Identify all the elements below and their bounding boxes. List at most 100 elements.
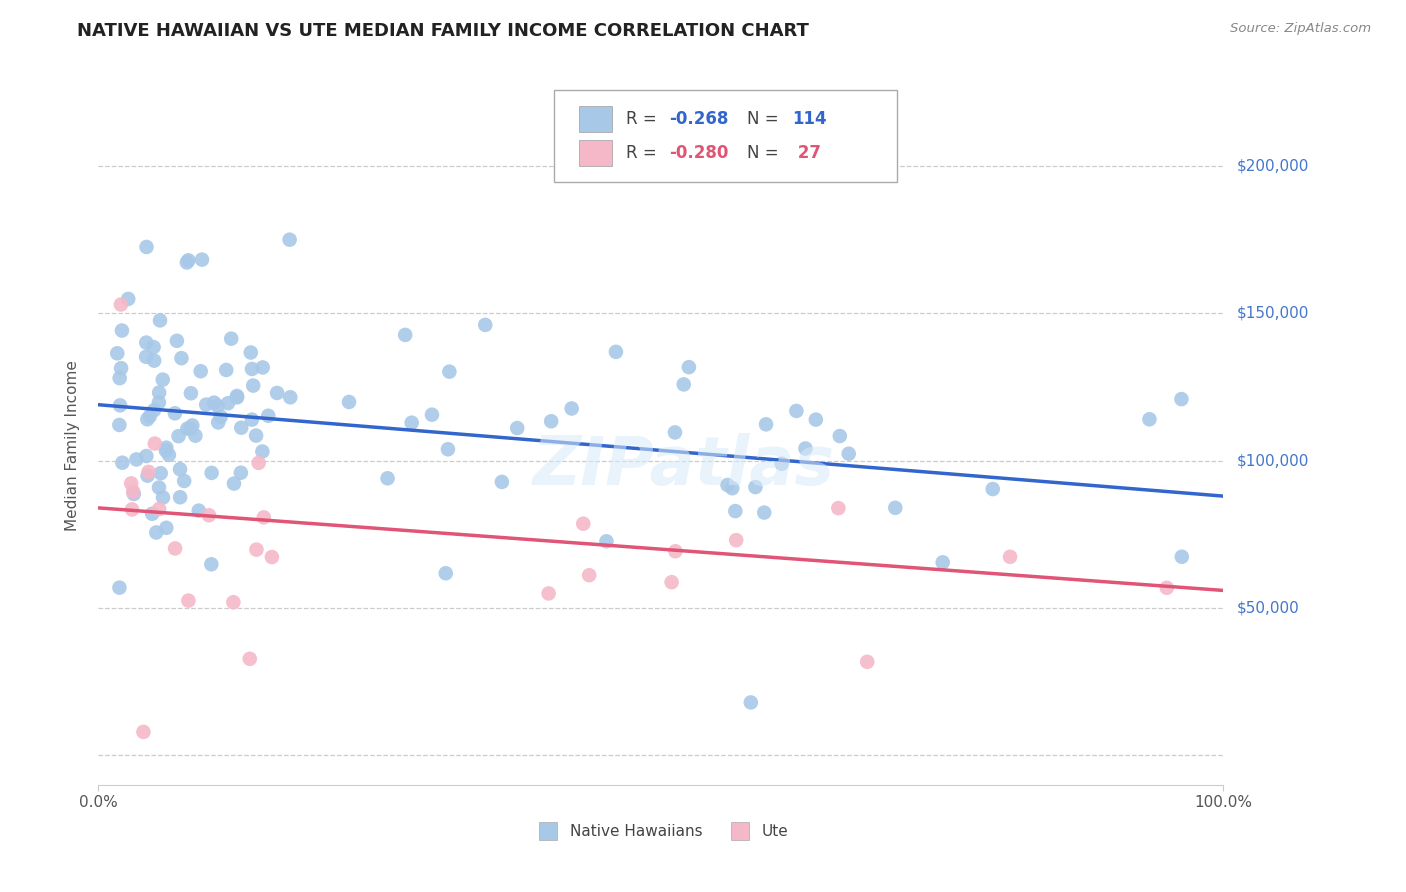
Point (148, 502, 170, 516)
Point (794, 442, 817, 456)
Point (755, 417, 778, 432)
Point (661, 575, 683, 590)
Point (219, 332, 242, 346)
Text: R =: R = (626, 144, 662, 162)
Point (155, 443, 177, 458)
Text: -0.268: -0.268 (669, 110, 728, 128)
Point (664, 425, 686, 440)
Point (173, 474, 195, 488)
Point (439, 365, 461, 379)
Point (1171, 549, 1194, 564)
Text: $150,000: $150,000 (1237, 306, 1309, 321)
Point (226, 390, 249, 404)
Point (770, 457, 793, 471)
Point (135, 449, 157, 463)
Point (177, 253, 200, 268)
FancyBboxPatch shape (554, 90, 897, 182)
Point (278, 233, 301, 247)
Point (145, 525, 167, 540)
Point (176, 255, 198, 269)
Point (143, 436, 166, 450)
Point (149, 313, 172, 327)
Text: $200,000: $200,000 (1237, 159, 1309, 173)
Point (169, 490, 191, 504)
Point (108, 581, 131, 595)
Text: NATIVE HAWAIIAN VS UTE MEDIAN FAMILY INCOME CORRELATION CHART: NATIVE HAWAIIAN VS UTE MEDIAN FAMILY INC… (77, 22, 810, 40)
Point (506, 421, 529, 435)
Point (111, 324, 134, 338)
Point (117, 292, 139, 306)
Point (537, 586, 560, 600)
Point (195, 398, 218, 412)
Point (605, 344, 627, 359)
Point (217, 396, 239, 410)
Point (260, 549, 283, 564)
Point (240, 362, 263, 376)
Point (155, 441, 177, 455)
Point (245, 542, 267, 557)
Point (595, 534, 617, 549)
Point (240, 412, 263, 426)
Text: 27: 27 (793, 144, 821, 162)
Point (838, 447, 860, 461)
Point (169, 462, 191, 476)
Point (108, 398, 131, 412)
Point (209, 409, 232, 424)
Point (121, 502, 143, 516)
Point (252, 360, 274, 375)
Point (721, 481, 744, 495)
Text: -0.280: -0.280 (669, 144, 728, 162)
Point (828, 429, 851, 443)
Point (136, 468, 159, 483)
Point (434, 566, 457, 581)
Text: $50,000: $50,000 (1237, 600, 1299, 615)
Point (143, 353, 166, 368)
Point (180, 422, 202, 436)
Point (149, 466, 172, 480)
Point (884, 500, 907, 515)
Point (148, 395, 170, 409)
Point (998, 549, 1021, 564)
Point (142, 340, 165, 354)
Point (167, 429, 190, 443)
Point (377, 471, 399, 485)
Point (856, 655, 879, 669)
Point (170, 351, 193, 366)
Point (176, 422, 198, 436)
Point (740, 695, 762, 709)
Point (202, 395, 225, 409)
Text: ZIPatlas: ZIPatlas (533, 434, 834, 500)
Point (981, 482, 1004, 496)
Point (191, 252, 214, 267)
Point (540, 414, 562, 428)
Point (229, 466, 252, 480)
Point (105, 346, 128, 360)
Point (143, 403, 166, 417)
Point (111, 456, 134, 470)
Point (166, 334, 188, 348)
Text: R =: R = (626, 110, 662, 128)
Point (110, 361, 132, 376)
Point (437, 442, 460, 457)
Point (155, 521, 177, 535)
Point (420, 408, 443, 422)
Point (245, 428, 267, 442)
Point (257, 409, 280, 423)
Text: N =: N = (748, 110, 785, 128)
FancyBboxPatch shape (579, 140, 613, 166)
Point (207, 399, 229, 413)
Point (152, 373, 174, 387)
Point (474, 318, 496, 332)
Point (672, 377, 695, 392)
Point (215, 363, 238, 377)
Point (242, 378, 264, 392)
Point (138, 465, 160, 479)
Point (222, 595, 245, 609)
Point (201, 466, 224, 480)
Point (157, 448, 180, 462)
Point (744, 480, 766, 494)
Point (200, 558, 222, 572)
Point (152, 491, 174, 505)
FancyBboxPatch shape (579, 106, 613, 132)
Point (239, 652, 262, 666)
